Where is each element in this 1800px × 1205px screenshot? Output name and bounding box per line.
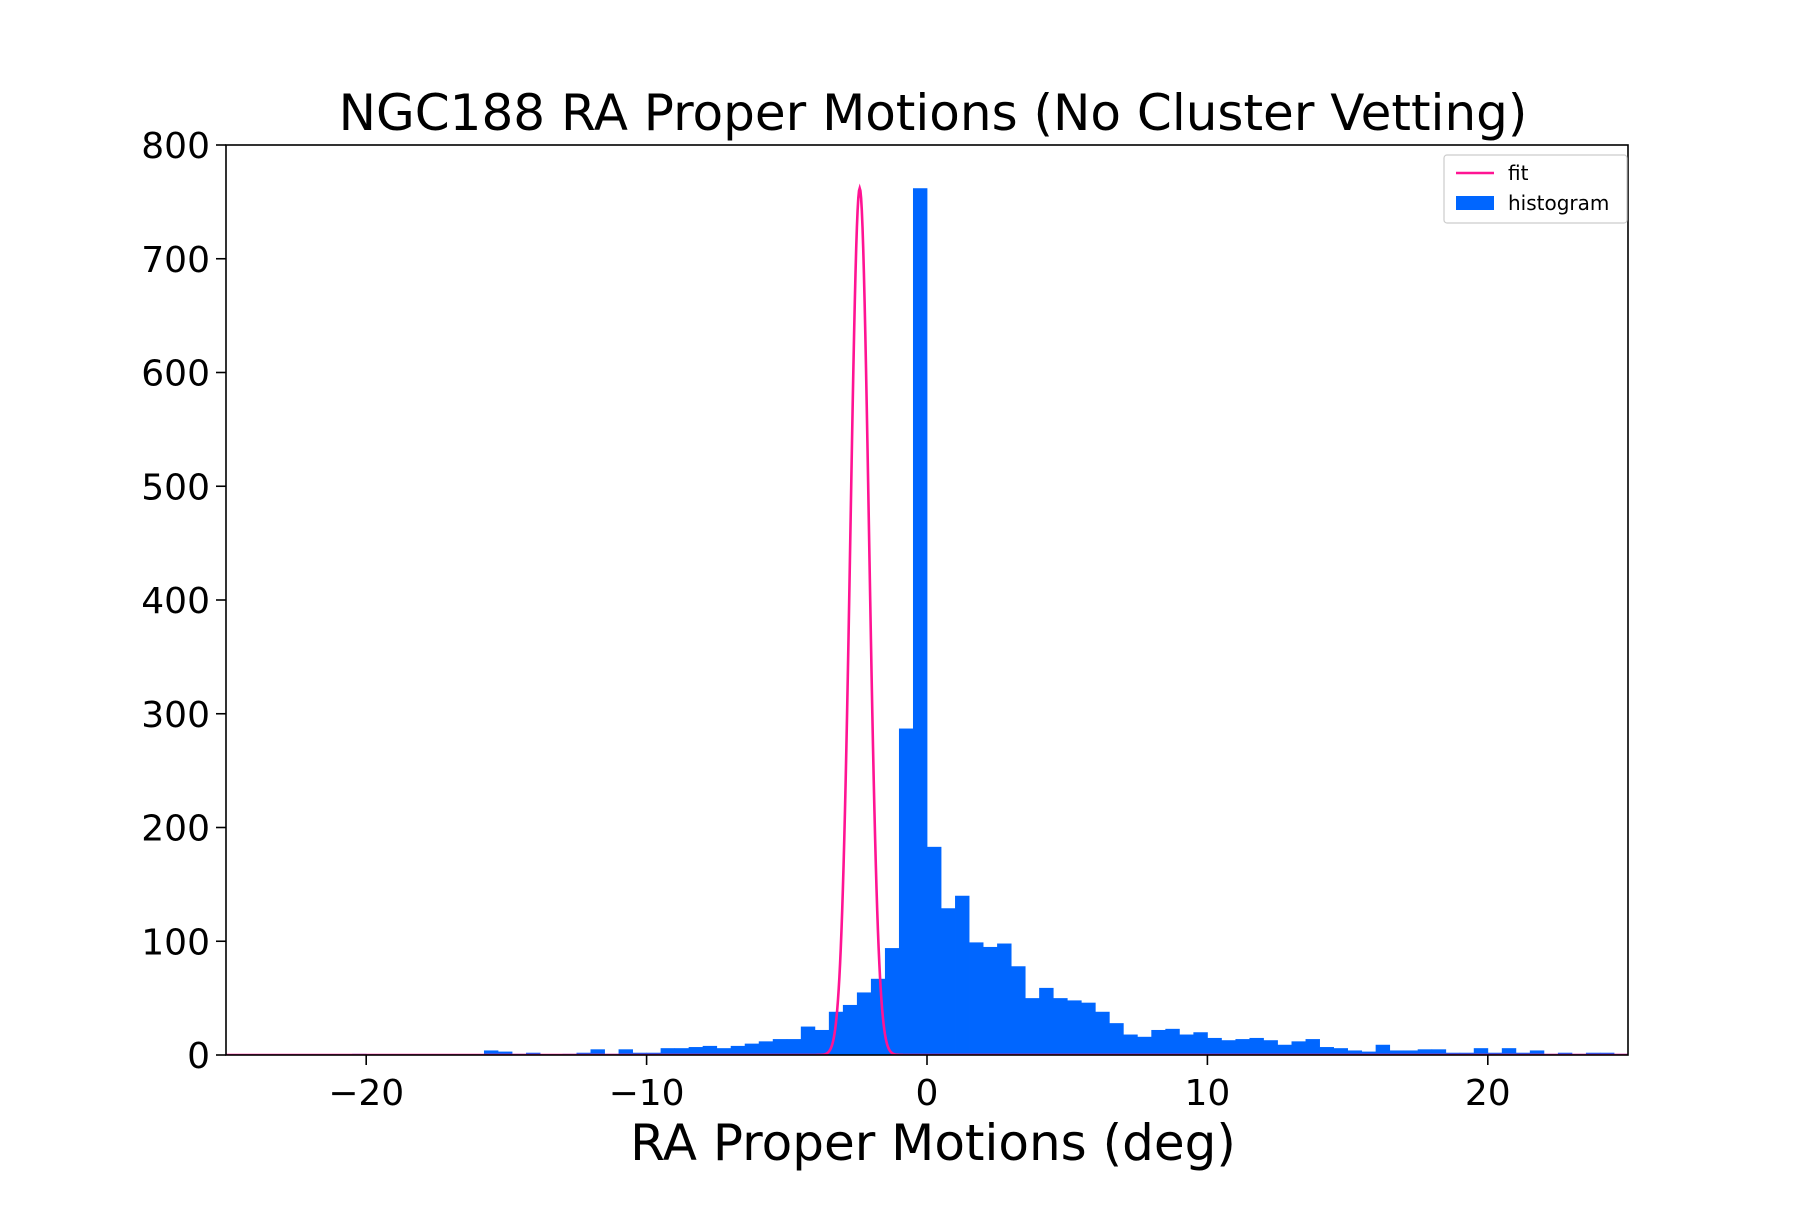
histogram-bar-19 (758, 1041, 774, 1055)
histogram-bar-33 (955, 895, 970, 1055)
y-tick-label: 700 (141, 240, 210, 281)
histogram-bar-44 (1109, 1023, 1124, 1055)
histogram-bar-20 (772, 1039, 788, 1055)
histogram-bar-59 (1319, 1047, 1334, 1055)
histogram-bar-38 (1025, 998, 1040, 1055)
histogram-bars (352, 188, 1670, 1055)
legend-histogram-swatch (1456, 196, 1494, 210)
histogram-bar-74 (1529, 1050, 1545, 1055)
histogram-bar-45 (1123, 1034, 1138, 1055)
histogram-bar-43 (1095, 1011, 1110, 1055)
histogram-bar-23 (814, 1029, 830, 1055)
histogram-bar-7 (590, 1049, 605, 1055)
histogram-bar-42 (1081, 1002, 1096, 1055)
y-axis-ticks: 0 100 200 300 400 500 600 700 800 (141, 126, 226, 1077)
histogram-bar-36 (997, 943, 1012, 1055)
histogram-bar-51 (1207, 1037, 1222, 1055)
histogram-bar-25 (842, 1004, 858, 1055)
histogram-bar-28 (884, 948, 900, 1055)
histogram-bar-35 (983, 946, 998, 1055)
histogram-bar-29 (898, 728, 914, 1055)
histogram-bar-17 (730, 1045, 746, 1055)
histogram-bar-16 (716, 1048, 732, 1055)
histogram-bar-81 (1628, 1054, 1642, 1055)
histogram-bar-46 (1137, 1036, 1152, 1055)
histogram-bar-58 (1305, 1039, 1320, 1055)
x-tick-label: −10 (609, 1073, 685, 1114)
y-tick-label: 200 (141, 809, 210, 850)
x-axis-ticks: −20 −10 0 10 20 (328, 1055, 1511, 1114)
histogram-bar-50 (1193, 1032, 1208, 1055)
x-tick-label: 0 (916, 1073, 939, 1114)
histogram-bar-26 (856, 992, 872, 1055)
histogram-bar-60 (1333, 1048, 1348, 1055)
y-tick-label: 800 (141, 126, 210, 167)
histogram-bar-83 (1656, 1054, 1670, 1055)
histogram-bar-14 (688, 1047, 704, 1055)
x-axis-label: RA Proper Motions (deg) (630, 1114, 1236, 1172)
histogram-bar-9 (618, 1049, 633, 1055)
x-tick-label: 20 (1465, 1073, 1511, 1114)
histogram-bar-34 (969, 942, 984, 1055)
histogram-bar-47 (1151, 1029, 1166, 1055)
y-tick-label: 500 (141, 467, 210, 508)
histogram-bar-21 (786, 1039, 802, 1055)
histogram-bar-37 (1011, 966, 1026, 1055)
histogram-bar-41 (1067, 1000, 1082, 1055)
histogram-bar-61 (1347, 1050, 1363, 1055)
histogram-bar-49 (1179, 1034, 1194, 1055)
histogram-bar-48 (1165, 1028, 1180, 1055)
histogram-bar-53 (1235, 1039, 1250, 1055)
histogram-bar-1 (483, 1050, 499, 1055)
histogram-bar-62 (1361, 1051, 1377, 1055)
histogram-bar-12 (660, 1048, 676, 1055)
histogram-bar-32 (941, 908, 956, 1055)
histogram-bar-72 (1501, 1048, 1517, 1055)
y-tick-label: 100 (141, 922, 210, 963)
histogram-bar-40 (1053, 998, 1068, 1055)
legend-fit-label: fit (1508, 161, 1529, 185)
x-tick-label: −20 (328, 1073, 404, 1114)
chart-title: NGC188 RA Proper Motions (No Cluster Vet… (339, 84, 1528, 142)
y-tick-label: 0 (187, 1036, 210, 1077)
histogram-bar-52 (1221, 1040, 1236, 1055)
histogram-bar-2 (497, 1051, 513, 1055)
histogram-bar-82 (1642, 1054, 1656, 1055)
histogram-bar-67 (1431, 1049, 1447, 1055)
histogram-bar-57 (1291, 1041, 1306, 1055)
histogram-bar-55 (1263, 1040, 1278, 1055)
histogram-bar-56 (1277, 1044, 1292, 1055)
histogram-bar-64 (1389, 1050, 1405, 1055)
y-tick-label: 300 (141, 695, 210, 736)
legend: fit histogram (1443, 154, 1628, 224)
histogram-bar-30 (912, 188, 928, 1055)
histogram-bar-70 (1473, 1048, 1489, 1055)
legend-histogram-label: histogram (1508, 191, 1609, 215)
histogram-bar-22 (800, 1026, 816, 1055)
y-tick-label: 600 (141, 354, 210, 395)
y-tick-label: 400 (141, 581, 210, 622)
histogram-bar-13 (674, 1048, 690, 1055)
histogram-bar-39 (1039, 987, 1054, 1055)
histogram-bar-18 (744, 1043, 760, 1055)
x-tick-label: 10 (1184, 1073, 1230, 1114)
histogram-bar-63 (1375, 1044, 1391, 1055)
histogram-bar-15 (702, 1045, 718, 1055)
histogram-bar-31 (927, 846, 942, 1055)
histogram-bar-65 (1403, 1050, 1419, 1055)
histogram-bar-66 (1417, 1049, 1433, 1055)
histogram-bar-54 (1249, 1037, 1264, 1055)
